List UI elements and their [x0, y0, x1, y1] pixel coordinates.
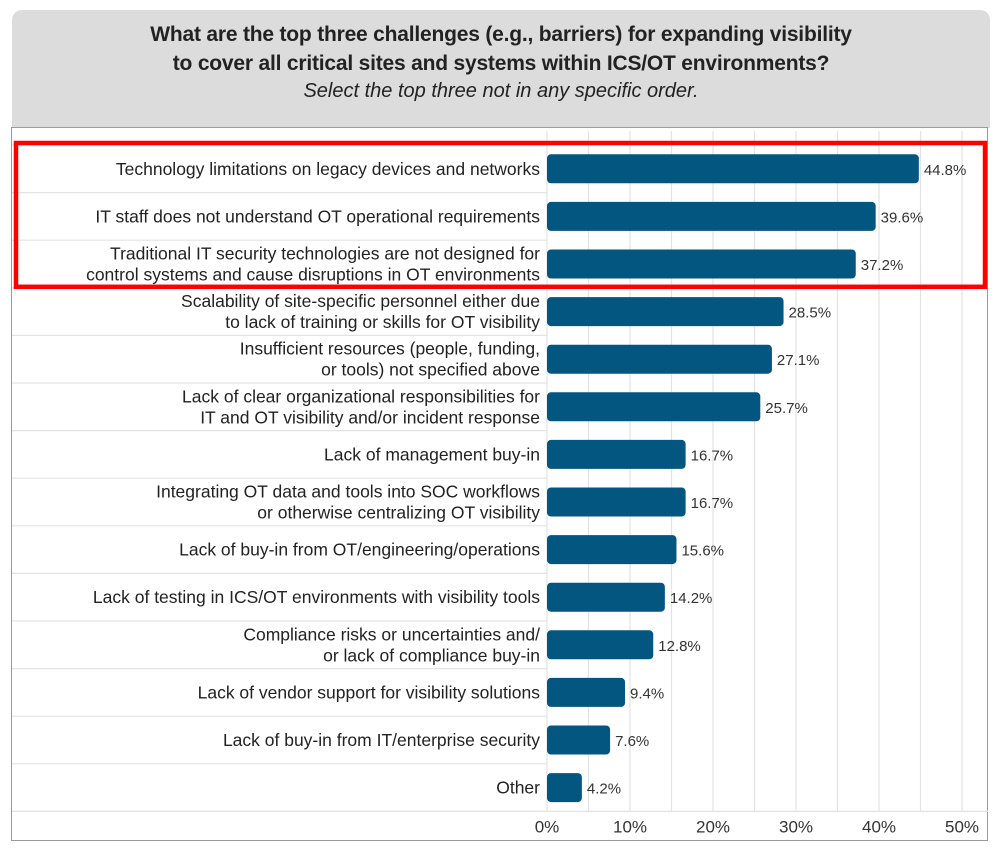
category-label-line: Compliance risks or uncertainties and/: [243, 624, 540, 644]
category-label-line: control systems and cause disruptions in…: [86, 265, 540, 285]
bar: [547, 154, 919, 184]
category-label-line: IT and OT visibility and/or incident res…: [200, 407, 540, 427]
category-label: Traditional IT security technologies are…: [86, 244, 540, 285]
value-label: 44.8%: [924, 162, 967, 179]
category-label-line: or lack of compliance buy-in: [323, 645, 540, 665]
x-tick-label: 0%: [535, 817, 560, 836]
chart-frame: [11, 127, 988, 841]
category-label-line: Lack of testing in ICS/OT environments w…: [93, 587, 540, 607]
x-tick-label: 20%: [696, 817, 730, 836]
category-label: Lack of vendor support for visibility so…: [198, 682, 541, 702]
category-label-line: Traditional IT security technologies are…: [110, 244, 540, 264]
bar: [547, 201, 876, 231]
category-label-line: Lack of vendor support for visibility so…: [198, 682, 541, 702]
value-label: 4.2%: [587, 781, 621, 798]
bar: [547, 249, 856, 279]
category-label-line: Lack of management buy-in: [324, 444, 540, 464]
bar: [547, 487, 686, 517]
value-label: 16.7%: [691, 495, 734, 512]
value-label: 37.2%: [861, 257, 904, 274]
bar: [547, 725, 611, 755]
highlight-box: [13, 140, 988, 290]
category-label: Compliance risks or uncertainties and/or…: [243, 624, 540, 665]
bar: [547, 439, 686, 469]
bar: [547, 344, 772, 374]
x-tick-label: 30%: [779, 817, 813, 836]
bar: [547, 297, 784, 327]
category-label-line: Lack of clear organizational responsibil…: [182, 386, 540, 406]
chart-subtitle: Select the top three not in any specific…: [303, 80, 699, 102]
chart-title-line-1: What are the top three challenges (e.g.,…: [150, 23, 852, 46]
value-label: 16.7%: [691, 447, 734, 464]
category-label-line: Integrating OT data and tools into SOC w…: [156, 482, 540, 502]
bar: [547, 582, 665, 612]
category-label-line: IT staff does not understand OT operatio…: [95, 206, 540, 226]
category-label-line: to lack of training or skills for OT vis…: [225, 312, 540, 332]
value-label: 12.8%: [658, 638, 701, 655]
category-label-line: Insufficient resources (people, funding,: [240, 339, 540, 359]
value-label: 7.6%: [615, 733, 649, 750]
value-label: 14.2%: [670, 590, 713, 607]
category-label-line: Scalability of site-specific personnel e…: [181, 291, 540, 311]
category-label-line: Other: [496, 778, 540, 798]
category-label: IT staff does not understand OT operatio…: [95, 206, 540, 226]
category-label-line: Lack of buy-in from OT/engineering/opera…: [179, 540, 540, 560]
category-label: Lack of testing in ICS/OT environments w…: [93, 587, 540, 607]
category-label-line: Technology limitations on legacy devices…: [116, 159, 540, 179]
category-label: Integrating OT data and tools into SOC w…: [156, 482, 540, 523]
value-label: 28.5%: [789, 305, 832, 322]
chart-title: What are the top three challenges (e.g.,…: [12, 10, 990, 78]
bar: [547, 773, 582, 803]
value-label: 25.7%: [765, 400, 808, 417]
category-label: Lack of buy-in from IT/enterprise securi…: [223, 730, 540, 750]
bar: [547, 392, 761, 422]
chart-header: What are the top three challenges (e.g.,…: [12, 10, 990, 128]
category-label-line: or otherwise centralizing OT visibility: [257, 503, 540, 523]
value-label: 39.6%: [881, 209, 924, 226]
x-tick-label: 40%: [862, 817, 896, 836]
value-label: 15.6%: [681, 543, 724, 560]
bar: [547, 630, 654, 660]
category-label: Lack of clear organizational responsibil…: [182, 386, 540, 427]
category-label: Insufficient resources (people, funding,…: [240, 339, 540, 380]
bar: [547, 677, 626, 707]
category-label: Lack of buy-in from OT/engineering/opera…: [179, 540, 540, 560]
category-label-line: or tools) not specified above: [321, 360, 540, 380]
bar: [547, 535, 677, 565]
x-tick-label: 50%: [945, 817, 979, 836]
category-label: Scalability of site-specific personnel e…: [181, 291, 540, 332]
chart-title-line-2: to cover all critical sites and systems …: [172, 52, 830, 75]
value-label: 27.1%: [777, 352, 820, 369]
category-label: Other: [496, 778, 540, 798]
x-tick-label: 10%: [613, 817, 647, 836]
category-label-line: Lack of buy-in from IT/enterprise securi…: [223, 730, 540, 750]
category-label: Lack of management buy-in: [324, 444, 540, 464]
category-label: Technology limitations on legacy devices…: [116, 159, 540, 179]
value-label: 9.4%: [630, 685, 664, 702]
